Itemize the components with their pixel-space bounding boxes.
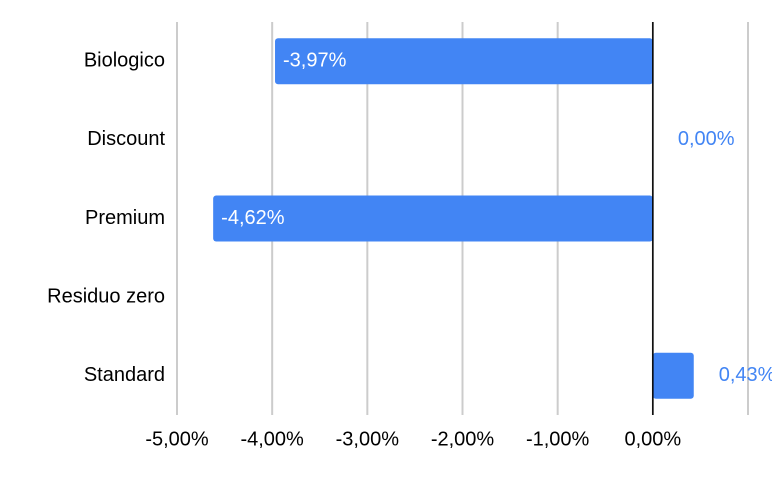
bar — [213, 195, 653, 242]
x-tick-label: -1,00% — [526, 428, 590, 450]
y-tick-label: Premium — [85, 207, 165, 229]
bar — [275, 38, 653, 85]
y-tick-label: Residuo zero — [47, 285, 165, 307]
bar — [652, 352, 694, 399]
data-label: 0,43% — [719, 364, 772, 386]
data-label: 0,00% — [678, 128, 735, 150]
x-tick-label: -2,00% — [431, 428, 495, 450]
x-tick-label: -5,00% — [145, 428, 209, 450]
x-tick-label: -3,00% — [336, 428, 400, 450]
x-tick-label: 0,00% — [624, 428, 681, 450]
y-tick-label: Biologico — [84, 50, 165, 72]
y-tick-label: Discount — [87, 128, 165, 150]
y-tick-label: Standard — [84, 364, 165, 386]
data-label: -3,97% — [283, 50, 347, 72]
data-label: -4,62% — [221, 207, 285, 229]
x-tick-label: -4,00% — [240, 428, 304, 450]
